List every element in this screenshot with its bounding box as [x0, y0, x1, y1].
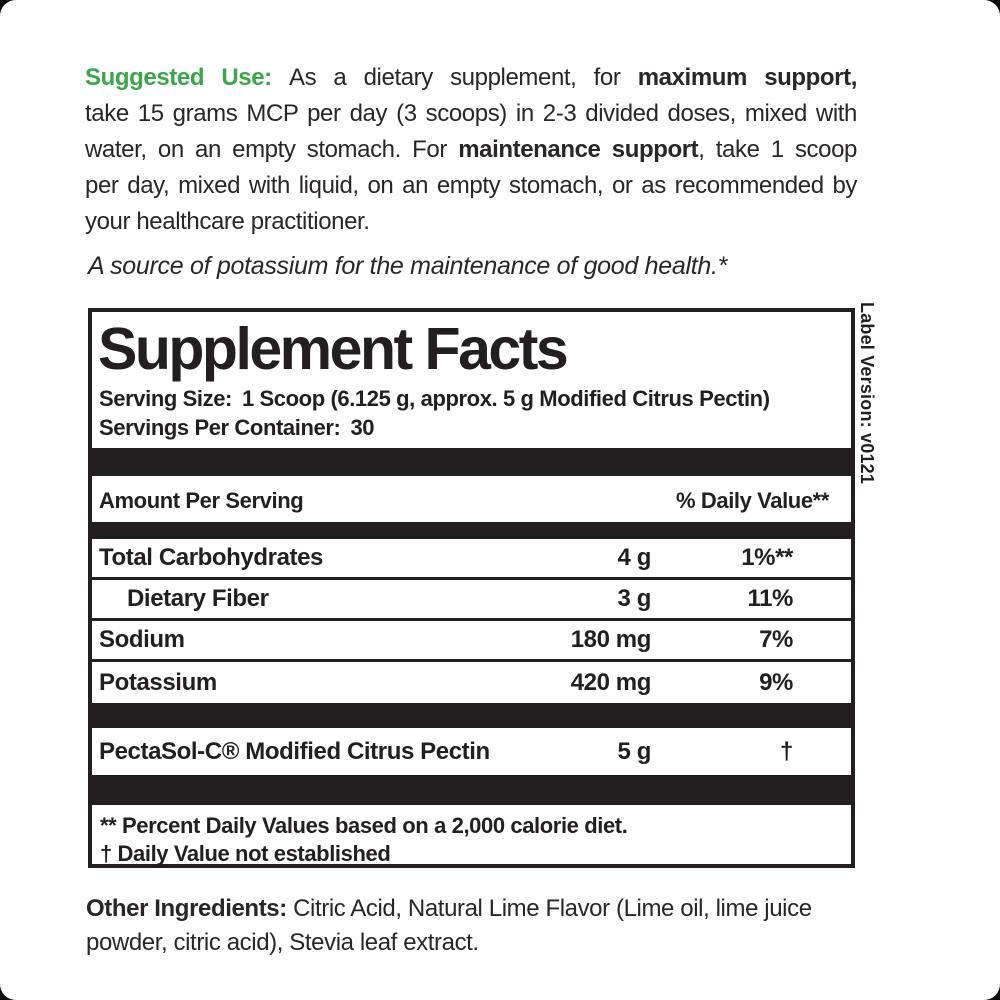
nutrient-daily-value: 11% [747, 585, 793, 612]
servings-per-container-row: Servings Per Container: 30 [99, 413, 843, 442]
nutrient-label: PectaSol-C® Modified Citrus Pectin [99, 737, 490, 765]
serving-size-label: Serving Size: [99, 386, 232, 411]
footnote-daily-values: ** Percent Daily Values based on a 2,000… [100, 813, 628, 838]
nutrient-amount: 4 g [617, 544, 652, 571]
servings-per-container-label: Servings Per Container: [99, 415, 341, 440]
maintenance-support-emphasis: maintenance support [458, 136, 699, 163]
suggested-use-text: take 15 grams MCP per day (3 scoops) in … [85, 100, 857, 127]
thick-divider [92, 703, 851, 728]
other-ingredients-label: Other Ingredients: [86, 895, 287, 922]
serving-size-row: Serving Size: 1 Scoop (6.125 g, approx. 5… [99, 384, 843, 413]
suggested-use-text: your healthcare practitioner. [85, 208, 370, 235]
nutrient-row-dietary-fiber: Dietary Fiber 3 g 11% [92, 580, 851, 621]
nutrient-amount: 3 g [617, 585, 652, 612]
nutrient-label: Total Carbohydrates [99, 544, 323, 571]
daily-value-header: % Daily Value** [676, 488, 829, 513]
suggested-use-line: water, on an empty stomach. For maintena… [85, 132, 857, 168]
supplement-facts-box: Supplement Facts Serving Size: 1 Scoop (6… [88, 308, 855, 868]
nutrient-amount: 420 mg [570, 668, 652, 696]
other-ingredients-text: Citric Acid, Natural Lime Flavor (Lime o… [86, 895, 812, 956]
nutrient-row-potassium: Potassium 420 mg 9% [92, 662, 851, 703]
suggested-use-text: water, on an empty stomach. For [85, 136, 459, 163]
amount-per-serving-header: Amount Per Serving [99, 488, 304, 513]
nutrient-row-total-carbohydrates: Total Carbohydrates 4 g 1%** [92, 539, 851, 580]
column-header-row: Amount Per Serving % Daily Value** [92, 476, 851, 522]
thick-divider [92, 775, 851, 805]
suggested-use-line: per day, mixed with liquid, on an empty … [85, 168, 857, 204]
nutrient-row-pectasol: PectaSol-C® Modified Citrus Pectin 5 g † [92, 728, 851, 775]
suggested-use-text: , take 1 scoop [698, 136, 858, 163]
servings-per-container-value: 30 [350, 415, 375, 440]
other-ingredients: Other Ingredients: Citric Acid, Natural … [86, 892, 878, 960]
nutrient-amount: 5 g [617, 737, 652, 765]
serving-info: Serving Size: 1 Scoop (6.125 g, approx. 5… [92, 380, 851, 448]
suggested-use-text: per day, mixed with liquid, on an empty … [85, 172, 857, 199]
maximum-support-emphasis: maximum support, [637, 64, 858, 91]
suggested-use-label: Suggested Use: [85, 64, 289, 91]
thick-divider [92, 448, 851, 476]
suggested-use-line: your healthcare practitioner. [85, 204, 857, 240]
footnote-dagger: † Daily Value not established [100, 841, 391, 866]
health-claim-tagline: A source of potassium for the maintenanc… [88, 252, 728, 280]
supplement-facts-title: Supplement Facts [98, 316, 569, 382]
nutrient-label: Potassium [99, 668, 217, 696]
nutrient-daily-value-dagger: † [780, 737, 793, 765]
nutrient-daily-value: 7% [759, 626, 793, 653]
nutrient-daily-value: 9% [759, 668, 793, 696]
footnotes: ** Percent Daily Values based on a 2,000… [92, 805, 851, 872]
nutrient-label: Dietary Fiber [127, 585, 269, 612]
suggested-use-text: As a dietary supplement, for [288, 64, 638, 91]
nutrient-amount: 180 mg [570, 626, 652, 653]
nutrient-label: Sodium [99, 626, 185, 653]
nutrient-daily-value: 1%** [741, 544, 793, 571]
thick-divider [92, 522, 851, 539]
label-version-vertical-text: Label Version: v0121 [857, 302, 877, 485]
suggested-use-line: Suggested Use: As a dietary supplement, … [85, 60, 857, 96]
serving-size-value: 1 Scoop (6.125 g, approx. 5 g Modified C… [241, 386, 770, 411]
nutrient-row-sodium: Sodium 180 mg 7% [92, 621, 851, 662]
suggested-use-line: take 15 grams MCP per day (3 scoops) in … [85, 96, 857, 132]
suggested-use-paragraph: Suggested Use: As a dietary supplement, … [85, 60, 857, 240]
